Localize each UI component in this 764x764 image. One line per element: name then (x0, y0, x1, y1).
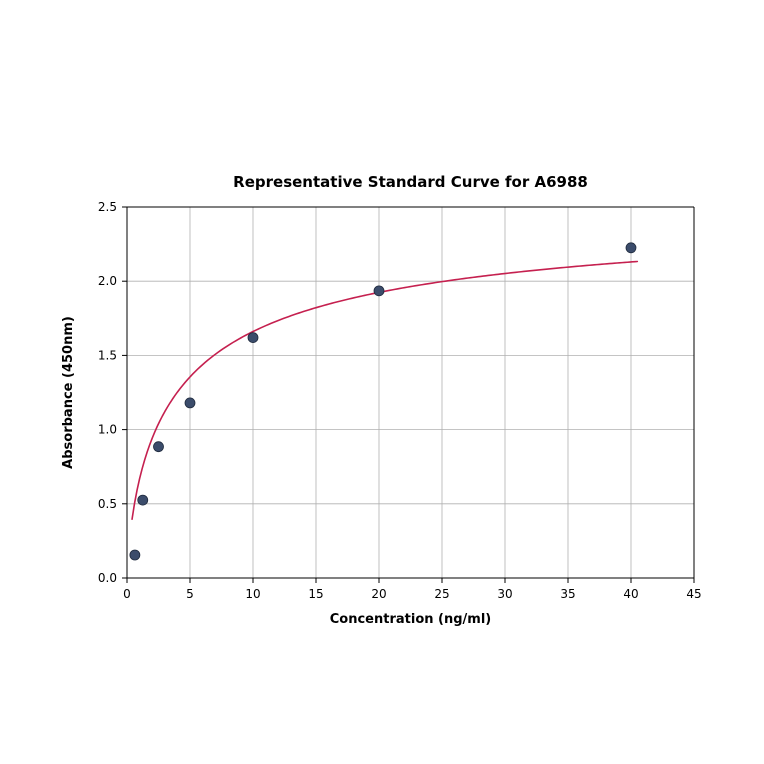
ytick-label: 2.0 (98, 274, 117, 288)
xtick-label: 10 (245, 587, 260, 601)
data-point (185, 398, 195, 408)
data-point (138, 495, 148, 505)
data-point (626, 243, 636, 253)
chart-background (0, 0, 764, 764)
xtick-label: 25 (434, 587, 449, 601)
xtick-label: 5 (186, 587, 194, 601)
data-point (130, 550, 140, 560)
data-point (374, 286, 384, 296)
ytick-label: 1.5 (98, 348, 117, 362)
ytick-label: 0.0 (98, 571, 117, 585)
data-point (154, 442, 164, 452)
standard-curve-chart: 0 5 10 15 20 25 30 35 40 45 0.0 0.5 1.0 1.5 2.0 2.5 Conc… (0, 0, 764, 764)
chart-title: Representative Standard Curve for A6988 (233, 173, 588, 191)
ytick-label: 1.0 (98, 423, 117, 437)
xtick-label: 30 (497, 587, 512, 601)
y-axis-label: Absorbance (450nm) (61, 316, 76, 469)
ytick-label: 2.5 (98, 200, 117, 214)
xtick-label: 35 (560, 587, 575, 601)
ytick-label: 0.5 (98, 497, 117, 511)
xtick-label: 40 (623, 587, 638, 601)
xtick-label: 15 (308, 587, 323, 601)
xtick-label: 45 (686, 587, 701, 601)
xtick-label: 20 (371, 587, 386, 601)
data-point (248, 333, 258, 343)
chart-svg: 0 5 10 15 20 25 30 35 40 45 0.0 0.5 1.0 1.5 2.0 2.5 Conc… (0, 0, 764, 764)
xtick-label: 0 (123, 587, 131, 601)
x-axis-label: Concentration (ng/ml) (330, 612, 491, 627)
